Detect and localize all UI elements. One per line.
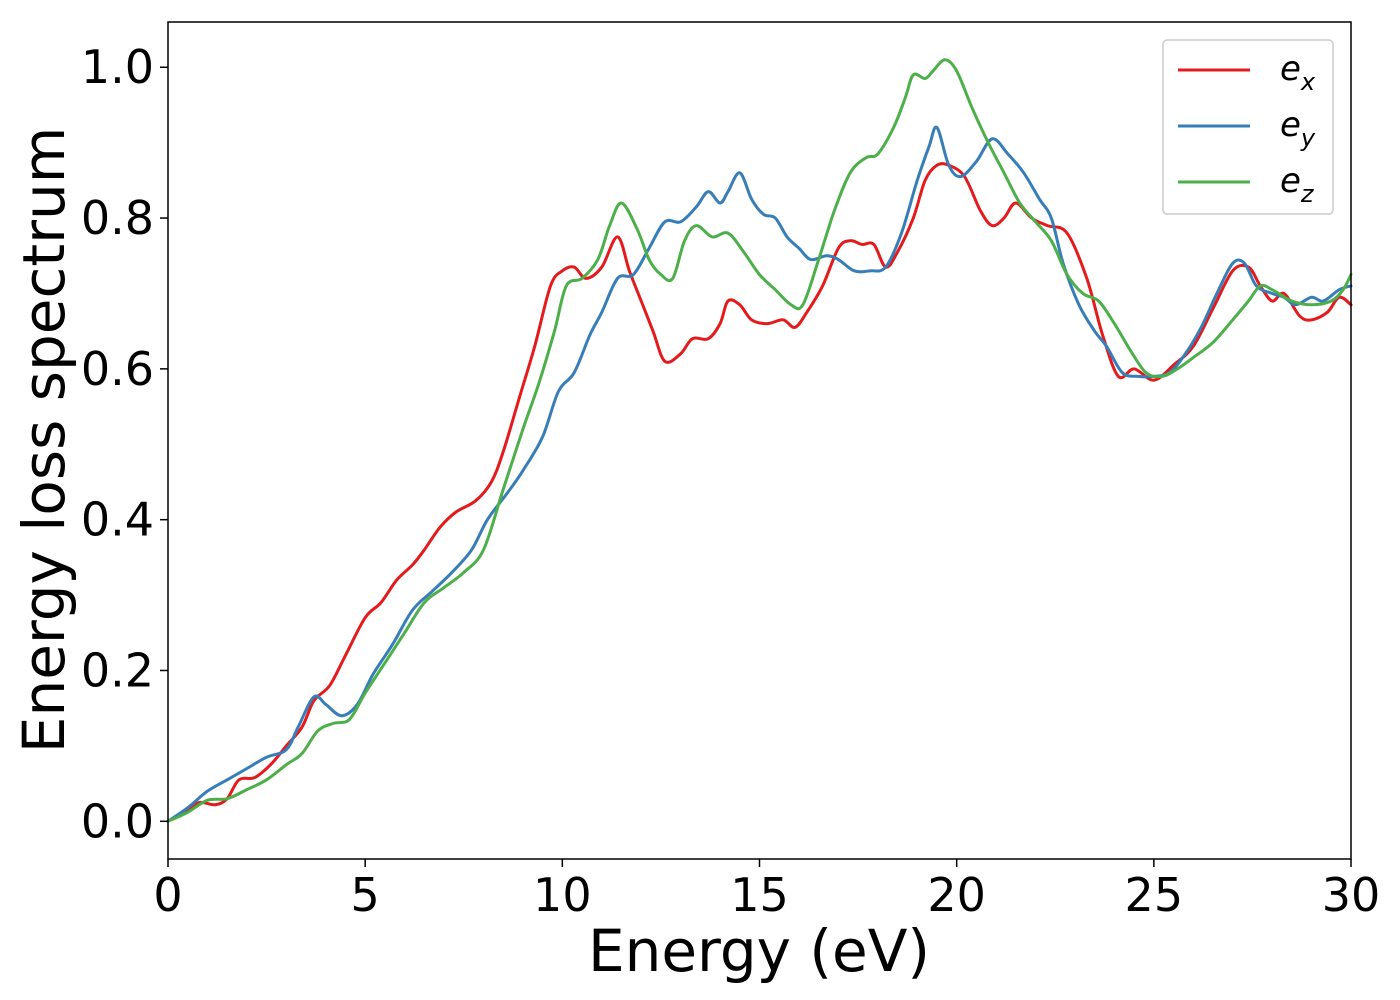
x-axis-ticks: 0 5 10 15 20 25 30 xyxy=(153,859,1380,922)
x-tick-label: 10 xyxy=(533,868,592,922)
y-tick-label: 0.0 xyxy=(81,794,154,848)
y-tick-label: 1.0 xyxy=(81,40,154,94)
x-tick-label: 15 xyxy=(730,868,789,922)
x-tick-label: 30 xyxy=(1322,868,1381,922)
y-axis-label: Energy loss spectrum xyxy=(10,127,78,753)
x-tick-label: 25 xyxy=(1125,868,1184,922)
plot-lines xyxy=(166,58,1353,823)
legend-label-e-x: ex xyxy=(1280,49,1316,96)
y-tick-label: 0.2 xyxy=(81,643,154,697)
x-axis-label: Energy (eV) xyxy=(588,917,930,985)
legend-label-e-z: ez xyxy=(1280,161,1315,208)
y-tick-label: 0.4 xyxy=(81,493,154,547)
x-tick-label: 20 xyxy=(927,868,986,922)
y-axis-ticks: 0.0 0.2 0.4 0.6 0.8 1.0 xyxy=(81,40,168,848)
series-line-e-x xyxy=(166,162,1353,823)
series-line-e-y xyxy=(166,125,1353,823)
y-tick-label: 0.6 xyxy=(81,342,154,396)
series-line-e-z xyxy=(166,58,1353,823)
legend: ex ey ez xyxy=(1162,39,1334,215)
y-tick-label: 0.8 xyxy=(81,191,154,245)
x-tick-label: 0 xyxy=(153,868,182,922)
legend-label-e-y: ey xyxy=(1280,105,1316,152)
x-tick-label: 5 xyxy=(351,868,380,922)
